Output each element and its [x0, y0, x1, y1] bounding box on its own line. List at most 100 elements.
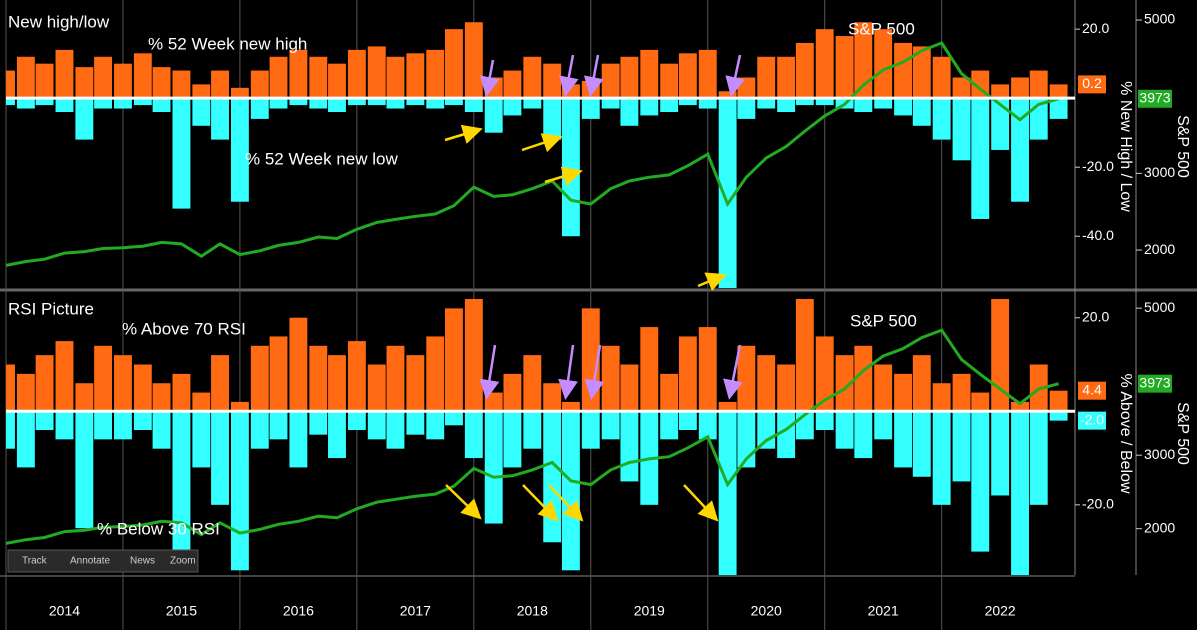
- bar: [660, 98, 679, 112]
- sp500-line: [6, 328, 1059, 545]
- toolbar-button[interactable]: Track: [22, 556, 48, 567]
- bar: [6, 98, 15, 106]
- arrow: [548, 484, 584, 522]
- bar: [991, 411, 1010, 496]
- arrow: [444, 124, 483, 144]
- bar: [757, 355, 776, 412]
- bar: [932, 56, 951, 99]
- y-tick-label: 20.0: [1082, 308, 1109, 324]
- last-value-label: 0.2: [1082, 75, 1102, 91]
- arrow: [558, 54, 579, 97]
- bar: [543, 411, 562, 543]
- bar: [250, 98, 269, 119]
- bar: [94, 345, 113, 412]
- bar: [971, 392, 990, 412]
- bar: [795, 299, 814, 412]
- bar: [55, 411, 74, 440]
- bar: [523, 355, 542, 412]
- bar: [620, 411, 639, 482]
- bar: [660, 411, 679, 440]
- toolbar-button[interactable]: Zoom: [170, 556, 196, 567]
- bar: [269, 336, 288, 412]
- y-tick-label: -20.0: [1082, 158, 1114, 174]
- bar: [1011, 411, 1029, 575]
- y-tick-label: -20.0: [1082, 496, 1114, 512]
- bar: [1011, 77, 1029, 99]
- bar: [133, 411, 152, 430]
- bar: [328, 411, 346, 459]
- last-value: 3973: [1138, 89, 1172, 108]
- arrow: [479, 59, 500, 97]
- arrow: [558, 344, 578, 400]
- arrow: [479, 344, 500, 400]
- y2-tick-label: 2000: [1144, 519, 1175, 535]
- bar: [932, 383, 951, 412]
- bar: [230, 98, 249, 202]
- bar: [971, 411, 990, 552]
- series-label: % Above 70 RSI: [122, 319, 246, 338]
- bar: [172, 373, 191, 412]
- bar: [152, 383, 171, 412]
- y2-tick-label: 3000: [1144, 446, 1175, 462]
- bar: [347, 49, 366, 99]
- arrow: [544, 166, 583, 186]
- bar: [386, 56, 405, 99]
- bar: [309, 56, 328, 99]
- bar: [6, 364, 15, 412]
- bar: [192, 411, 211, 468]
- bar: [640, 98, 659, 116]
- arrow: [584, 344, 605, 400]
- bar: [757, 411, 776, 449]
- bar: [640, 49, 659, 99]
- y2-axis-title: S&P 500: [1174, 115, 1191, 178]
- bar: [932, 98, 951, 140]
- bar: [912, 46, 931, 99]
- bar: [815, 98, 834, 106]
- y2-tick-label: 2000: [1144, 241, 1175, 257]
- bar: [464, 22, 483, 99]
- bar: [386, 98, 405, 109]
- bar: [152, 98, 171, 112]
- bar: [55, 98, 74, 112]
- bar: [192, 98, 211, 126]
- bar: [561, 98, 580, 237]
- bar: [75, 67, 94, 99]
- last-value: 3973: [1138, 374, 1172, 393]
- bar: [230, 87, 249, 99]
- bar: [230, 411, 249, 571]
- bar: [874, 29, 893, 99]
- bar: [620, 364, 639, 412]
- bar: [386, 345, 405, 412]
- y2-tick-label: 5000: [1144, 11, 1175, 27]
- bar: [815, 29, 834, 99]
- bar: [114, 411, 132, 440]
- toolbar-button[interactable]: Annotate: [70, 556, 110, 567]
- toolbar-button[interactable]: News: [130, 556, 155, 567]
- bar: [503, 98, 522, 116]
- bar: [737, 98, 756, 119]
- y2-axis-title: S&P 500: [1174, 402, 1191, 465]
- plot-area: [6, 22, 1068, 288]
- bar: [543, 63, 562, 99]
- bar: [912, 355, 931, 412]
- bar: [152, 67, 171, 99]
- x-tick-label: 2016: [283, 603, 314, 619]
- bar: [445, 308, 463, 412]
- bar: [309, 411, 328, 435]
- bar: [94, 56, 113, 99]
- arrow: [521, 133, 563, 153]
- bar: [269, 56, 288, 99]
- bar: [426, 336, 445, 412]
- bar: [620, 56, 639, 99]
- bar: [426, 98, 445, 109]
- bar: [894, 373, 913, 412]
- bar: [777, 56, 796, 99]
- bar: [367, 98, 386, 106]
- last-value: -2.0: [1078, 411, 1106, 430]
- bar: [172, 70, 191, 99]
- last-value-box: [1138, 89, 1172, 108]
- bar: [445, 29, 463, 99]
- x-tick-label: 2022: [985, 603, 1016, 619]
- bar: [269, 98, 288, 109]
